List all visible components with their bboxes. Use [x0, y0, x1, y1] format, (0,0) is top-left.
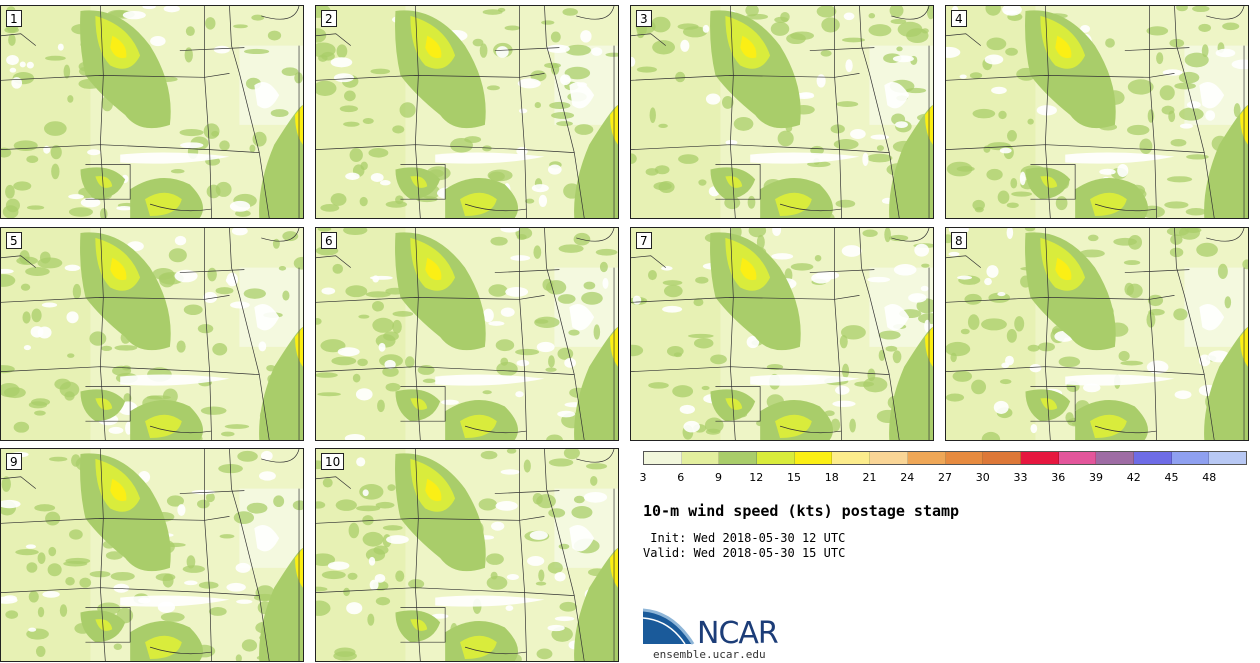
init-time: Init: Wed 2018-05-30 12 UTC: [643, 531, 846, 545]
color-bar-segment: [757, 452, 795, 464]
ncar-logo-icon: [643, 608, 695, 645]
color-bar-tick-label: 42: [1126, 471, 1141, 484]
color-bar-segment: [794, 452, 833, 464]
member-label: 3: [636, 10, 652, 27]
color-bar-segment: [1096, 452, 1134, 464]
color-bar-tick-label: 39: [1089, 471, 1103, 484]
postage-stamp-map: 7: [630, 227, 934, 441]
postage-stamp-map: 1: [0, 5, 304, 219]
color-bar-segment: [945, 452, 984, 464]
member-label: 8: [951, 232, 967, 249]
plot-title: 10-m wind speed (kts) postage stamp: [643, 502, 960, 520]
color-bar-segment: [1020, 452, 1059, 464]
color-bar-tick-label: 15: [787, 471, 801, 484]
color-bar-segment: [644, 452, 682, 464]
color-bar-tick-label: 45: [1164, 471, 1179, 484]
color-bar-tick-label: 3: [639, 471, 647, 484]
color-bar-segment: [1133, 452, 1172, 464]
member-label: 4: [951, 10, 967, 27]
member-label: 6: [321, 232, 337, 249]
postage-stamp-map: 9: [0, 448, 304, 662]
logo-name: NCAR: [697, 616, 779, 651]
member-label: 2: [321, 10, 337, 27]
color-bar-segment: [719, 452, 758, 464]
color-bar: [643, 451, 1247, 465]
valid-time: Valid: Wed 2018-05-30 15 UTC: [643, 546, 846, 560]
member-label: 5: [6, 232, 22, 249]
color-bar-segment: [1171, 452, 1210, 464]
postage-stamp-map: 6: [315, 227, 619, 441]
color-bar-tick-label: 27: [938, 471, 952, 484]
color-bar-segment: [1209, 452, 1246, 464]
color-bar-segment: [681, 452, 720, 464]
color-bar-segment: [832, 452, 871, 464]
color-bar-tick-label: 36: [1051, 471, 1066, 484]
color-bar-tick-label: 24: [900, 471, 915, 484]
logo-url: ensemble.ucar.edu: [653, 648, 766, 661]
color-bar-tick-label: 18: [824, 471, 839, 484]
color-bar-tick-label: 6: [677, 471, 685, 484]
color-bar-tick-label: 9: [715, 471, 722, 484]
member-label: 1: [6, 10, 22, 27]
color-bar-tick-label: 33: [1013, 471, 1028, 484]
postage-stamp-map: 2: [315, 5, 619, 219]
color-bar-tick-label: 30: [975, 471, 990, 484]
color-bar-tick-label: 12: [749, 471, 764, 484]
color-bar-segment: [870, 452, 908, 464]
postage-stamp-map: 3: [630, 5, 934, 219]
member-label: 9: [6, 453, 22, 470]
color-bar-segment: [907, 452, 946, 464]
member-label: 10: [321, 453, 345, 470]
color-bar-tick-label: 48: [1202, 471, 1217, 484]
color-bar-tick-label: 21: [862, 471, 877, 484]
postage-stamp-map: 5: [0, 227, 304, 441]
postage-stamp-map: 4: [945, 5, 1249, 219]
postage-stamp-map: 10: [315, 448, 619, 662]
color-bar-segment: [1058, 452, 1097, 464]
postage-stamp-map: 8: [945, 227, 1249, 441]
color-bar-segment: [983, 452, 1021, 464]
member-label: 7: [636, 232, 652, 249]
